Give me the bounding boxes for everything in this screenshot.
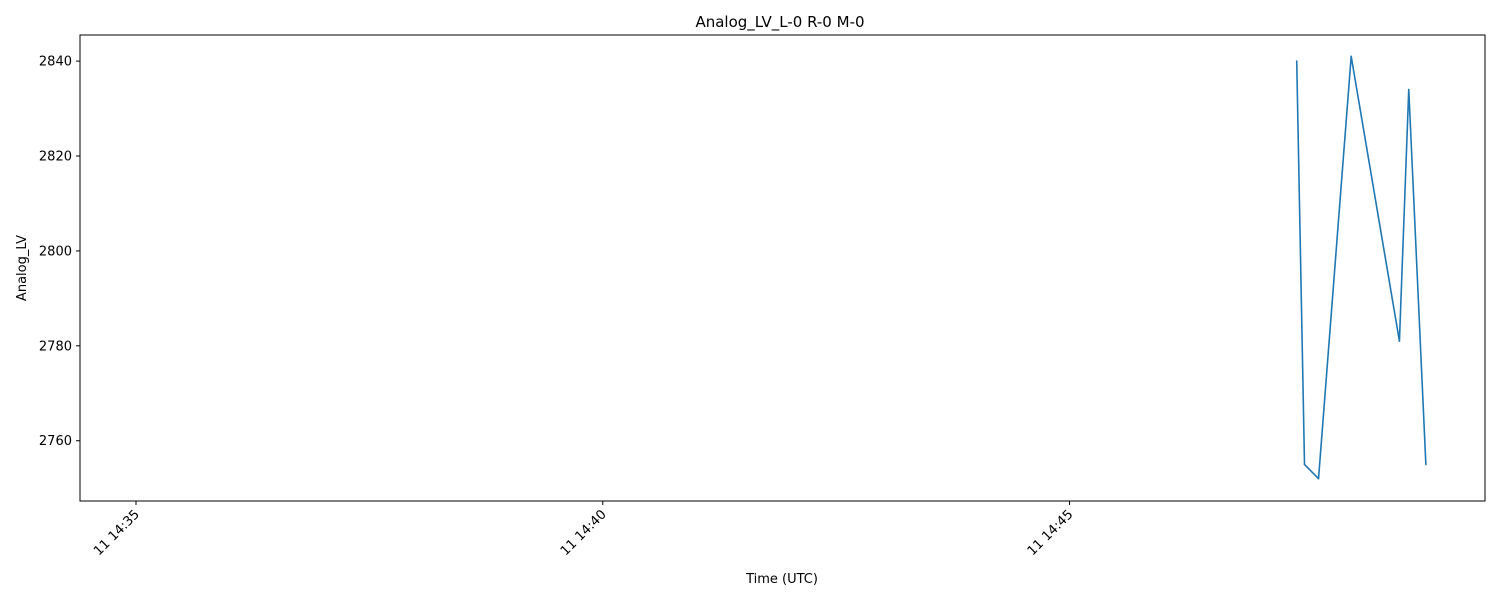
y-tick-label: 2840 (39, 55, 72, 70)
x-axis-label: Time (UTC) (745, 572, 818, 587)
series-line-0 (1295, 55, 1427, 480)
data-point (1350, 55, 1352, 58)
series-layer (1295, 55, 1427, 480)
x-tick-label: 11 14:40 (558, 507, 610, 559)
chart-title: Analog_LV_L-0 R-0 M-0 (695, 13, 864, 32)
x-tick-label: 11 14:35 (91, 507, 143, 559)
data-point (1398, 340, 1401, 342)
data-point (1425, 463, 1427, 466)
data-point (1407, 88, 1410, 91)
x-tick-label: 11 14:45 (1025, 507, 1077, 559)
data-point (1317, 477, 1320, 480)
y-axis-ticks: 2760 2780 2800 2820 2840 (39, 55, 80, 449)
y-tick-label: 2760 (39, 434, 72, 449)
y-tick-label: 2800 (39, 244, 72, 259)
plot-frame (79, 34, 1486, 502)
y-tick-label: 2780 (39, 339, 72, 354)
data-point (1295, 60, 1298, 62)
y-tick-label: 2820 (39, 150, 72, 165)
x-axis-ticks: 11 14:35 11 14:40 11 14:45 (91, 501, 1076, 559)
y-axis-label: Analog_LV (15, 235, 30, 301)
data-point (1303, 463, 1306, 466)
